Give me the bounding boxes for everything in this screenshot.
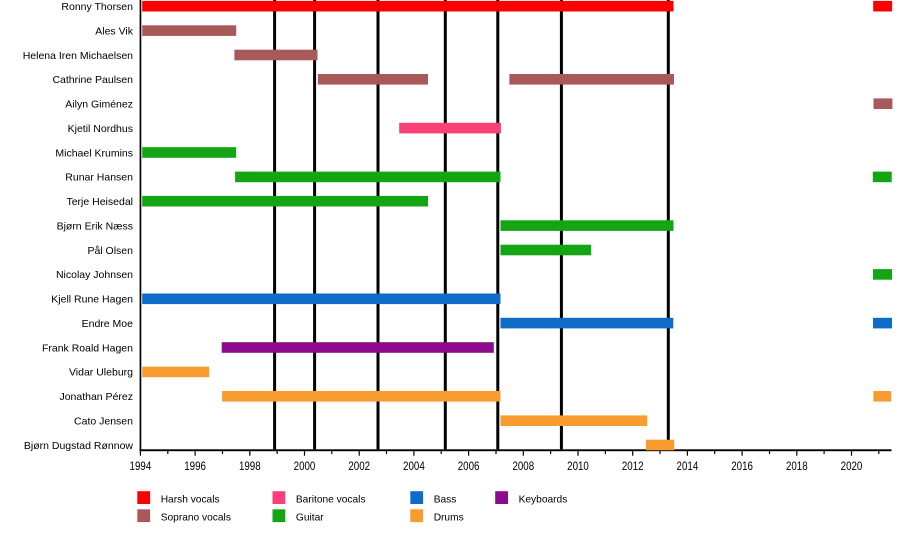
svg-text:2010: 2010 [567,459,589,473]
svg-text:Guitar: Guitar [296,513,324,524]
svg-text:2012: 2012 [622,459,644,473]
svg-text:Bjørn Erik Næss: Bjørn Erik Næss [57,220,133,232]
svg-text:1998: 1998 [239,459,261,473]
svg-text:Bass: Bass [434,495,457,506]
svg-text:Cato Jensen: Cato Jensen [74,416,133,428]
svg-text:Drums: Drums [434,513,464,524]
svg-text:Vidar Uleburg: Vidar Uleburg [69,367,133,379]
svg-text:Cathrine Paulsen: Cathrine Paulsen [52,74,133,86]
svg-text:Ailyn Giménez: Ailyn Giménez [65,99,133,111]
svg-text:Keyboards: Keyboards [519,495,568,506]
svg-text:Kjetil Nordhus: Kjetil Nordhus [68,123,133,135]
svg-text:2004: 2004 [403,459,425,473]
svg-text:Ronny Thorsen: Ronny Thorsen [61,1,133,13]
svg-text:2020: 2020 [841,459,863,473]
svg-text:1994: 1994 [130,459,152,473]
svg-text:Pål Olsen: Pål Olsen [87,245,133,257]
svg-text:1996: 1996 [184,459,206,473]
svg-text:Kjell Rune Hagen: Kjell Rune Hagen [51,294,133,306]
svg-text:2014: 2014 [677,459,699,473]
svg-text:Michael Krumins: Michael Krumins [55,147,133,159]
svg-text:Endre Moe: Endre Moe [82,318,134,330]
svg-text:Frank Roald Hagen: Frank Roald Hagen [42,342,133,354]
svg-text:Soprano vocals: Soprano vocals [161,513,231,524]
svg-text:Nicolay Johnsen: Nicolay Johnsen [56,269,133,281]
svg-text:Terje Heisedal: Terje Heisedal [66,196,133,208]
svg-text:2016: 2016 [731,459,753,473]
svg-text:2006: 2006 [458,459,480,473]
svg-text:Helena Iren Michaelsen: Helena Iren Michaelsen [23,50,133,62]
svg-text:Jonathan Pérez: Jonathan Pérez [59,391,133,403]
svg-text:Runar Hansen: Runar Hansen [65,172,133,184]
svg-text:Baritone vocals: Baritone vocals [296,495,366,506]
svg-text:Harsh vocals: Harsh vocals [161,495,220,506]
svg-text:2000: 2000 [294,459,316,473]
svg-text:Bjørn Dugstad Rønnow: Bjørn Dugstad Rønnow [24,440,134,452]
svg-text:2018: 2018 [786,459,808,473]
svg-text:Ales Vik: Ales Vik [95,25,133,37]
svg-text:2002: 2002 [348,459,370,473]
svg-text:2008: 2008 [512,459,534,473]
